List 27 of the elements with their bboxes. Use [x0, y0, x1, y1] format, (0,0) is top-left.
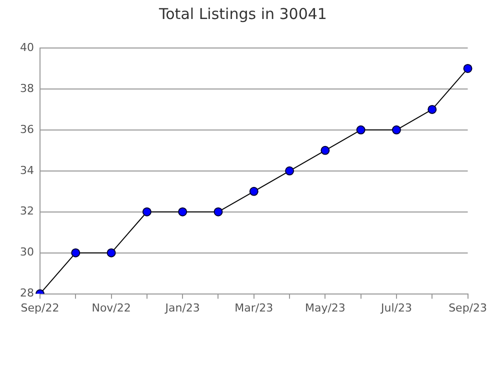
point	[106, 248, 116, 258]
x-tick-label: Nov/22	[92, 301, 131, 314]
y-tick-label: 40	[20, 40, 34, 54]
point	[320, 146, 330, 155]
y-tick-label: 28	[20, 286, 34, 300]
x-tick-label: Jan/23	[164, 301, 200, 314]
x-tick-label: Jul/23	[380, 301, 412, 314]
point	[249, 186, 258, 196]
x-tick-label: May/23	[304, 301, 346, 314]
point	[71, 248, 80, 258]
point	[142, 207, 152, 216]
point	[178, 207, 188, 216]
x-tick-label: Sep/22	[20, 301, 60, 314]
y-tick-label: 30	[20, 246, 34, 259]
point	[463, 64, 472, 73]
x-tick-label: Mar/23	[234, 301, 274, 314]
x-tick-label: Sep/23	[448, 301, 487, 314]
y-tick-label: 36	[20, 122, 34, 136]
y-tick-label: 32	[20, 204, 34, 218]
point	[214, 207, 223, 216]
point	[356, 125, 366, 134]
y-tick-label: 34	[20, 164, 34, 177]
y-tick-label: 38	[20, 82, 34, 95]
chart-title: Total Listings in 30041	[158, 4, 327, 23]
point	[392, 125, 401, 134]
point	[428, 104, 437, 114]
point	[285, 166, 294, 176]
